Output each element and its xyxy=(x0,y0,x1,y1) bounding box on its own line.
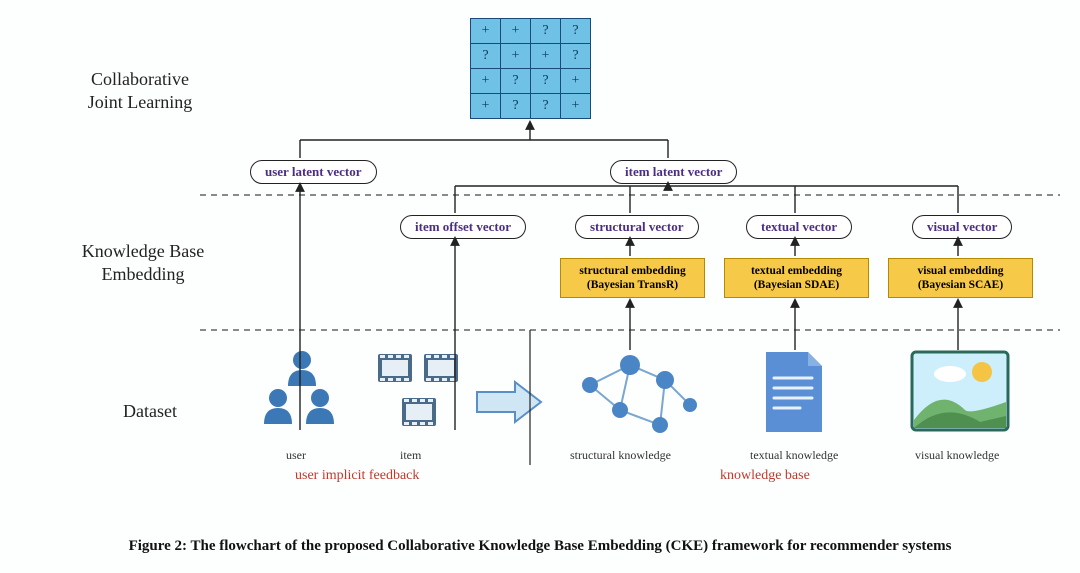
pill-visual-text: visual vector xyxy=(927,219,997,234)
matrix-cell: + xyxy=(501,44,531,69)
box-structural-title: structural embedding xyxy=(565,264,700,278)
pill-item-latent: item latent vector xyxy=(610,160,737,184)
matrix-cell: ? xyxy=(561,44,591,69)
layer-label-mid: Knowledge BaseEmbedding xyxy=(58,240,228,285)
graph-icon xyxy=(565,350,700,445)
matrix-cell: ? xyxy=(501,94,531,119)
item-icon-group xyxy=(372,350,467,445)
big-arrow-icon xyxy=(475,380,545,424)
diagram-root: CollaborativeJoint Learning Knowledge Ba… xyxy=(0,0,1080,573)
box-structural-embedding: structural embedding (Bayesian TransR) xyxy=(560,258,705,298)
matrix-cell: ? xyxy=(501,69,531,94)
box-textual-sub: (Bayesian SDAE) xyxy=(729,278,864,292)
ds-label-visual: visual knowledge xyxy=(915,448,999,463)
matrix-cell: + xyxy=(471,69,501,94)
matrix-table: ++???++?+??++??+ xyxy=(470,18,591,119)
pill-item-latent-text: item latent vector xyxy=(625,164,722,179)
matrix-cell: ? xyxy=(561,19,591,44)
layer-label-mid-text: Knowledge BaseEmbedding xyxy=(82,241,204,284)
matrix-cell: ? xyxy=(531,94,561,119)
matrix-cell: + xyxy=(561,69,591,94)
pill-item-offset: item offset vector xyxy=(400,215,526,239)
pill-textual-text: textual vector xyxy=(761,219,837,234)
ds-label-structural: structural knowledge xyxy=(570,448,671,463)
matrix-cell: + xyxy=(531,44,561,69)
pill-textual: textual vector xyxy=(746,215,852,239)
matrix-cell: ? xyxy=(471,44,501,69)
box-visual-embedding: visual embedding (Bayesian SCAE) xyxy=(888,258,1033,298)
matrix-cell: + xyxy=(561,94,591,119)
box-visual-title: visual embedding xyxy=(893,264,1028,278)
pill-structural-text: structural vector xyxy=(590,219,684,234)
matrix-cell: ? xyxy=(531,69,561,94)
pill-user-latent: user latent vector xyxy=(250,160,377,184)
group-label-kb: knowledge base xyxy=(720,468,810,484)
layer-label-top-text: CollaborativeJoint Learning xyxy=(88,69,192,112)
layer-label-bot-text: Dataset xyxy=(123,401,177,421)
pill-visual: visual vector xyxy=(912,215,1012,239)
ds-label-item: item xyxy=(400,448,421,463)
layer-label-top: CollaborativeJoint Learning xyxy=(60,68,220,113)
box-visual-sub: (Bayesian SCAE) xyxy=(893,278,1028,292)
matrix-cell: + xyxy=(471,94,501,119)
pill-user-latent-text: user latent vector xyxy=(265,164,362,179)
document-icon xyxy=(760,348,830,438)
box-textual-title: textual embedding xyxy=(729,264,864,278)
matrix-cell: ? xyxy=(531,19,561,44)
interaction-matrix: ++???++?+??++??+ xyxy=(470,18,591,119)
ds-label-user: user xyxy=(286,448,306,463)
landscape-icon xyxy=(910,350,1010,435)
box-structural-sub: (Bayesian TransR) xyxy=(565,278,700,292)
user-icon-group xyxy=(258,350,348,445)
ds-label-textual: textual knowledge xyxy=(750,448,838,463)
layer-label-bot: Dataset xyxy=(100,400,200,423)
box-textual-embedding: textual embedding (Bayesian SDAE) xyxy=(724,258,869,298)
matrix-cell: + xyxy=(501,19,531,44)
group-label-feedback: user implicit feedback xyxy=(295,468,419,484)
figure-caption: Figure 2: The flowchart of the proposed … xyxy=(0,538,1080,555)
pill-item-offset-text: item offset vector xyxy=(415,219,511,234)
pill-structural: structural vector xyxy=(575,215,699,239)
matrix-cell: + xyxy=(471,19,501,44)
